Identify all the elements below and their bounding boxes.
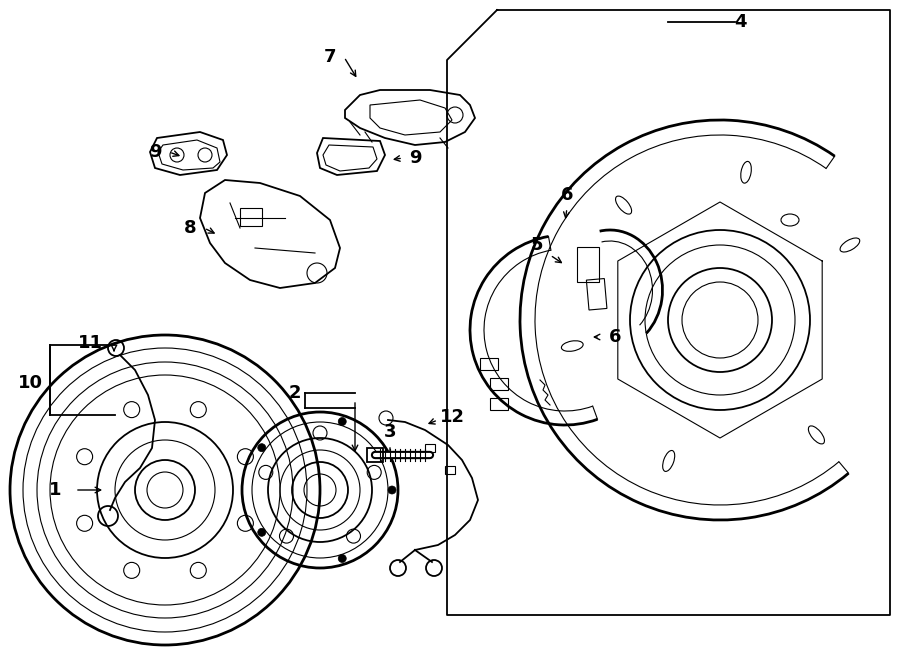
Bar [240,208,262,226]
Bar [480,358,498,370]
Text: 12: 12 [439,408,464,426]
Text: 11: 11 [77,334,103,352]
Circle shape [388,486,396,494]
Text: 8: 8 [184,219,196,237]
Text: 7: 7 [324,48,337,66]
Bar [577,247,599,282]
Text: 3: 3 [383,423,396,441]
Circle shape [257,528,266,536]
Text: 9: 9 [409,149,421,167]
Bar [490,398,508,410]
Text: 6: 6 [608,328,621,346]
Bar [490,378,508,390]
Text: 1: 1 [49,481,61,499]
Text: 6: 6 [561,186,573,204]
Text: 2: 2 [289,384,302,402]
Bar [445,466,455,474]
Circle shape [338,418,346,426]
Text: 4: 4 [734,13,746,31]
Text: 10: 10 [17,374,42,392]
Text: 5: 5 [531,236,544,254]
Bar [367,448,383,462]
Bar [425,444,435,452]
Text: 9: 9 [148,143,161,161]
Circle shape [338,555,346,563]
Circle shape [257,444,266,451]
Bar [587,278,607,310]
